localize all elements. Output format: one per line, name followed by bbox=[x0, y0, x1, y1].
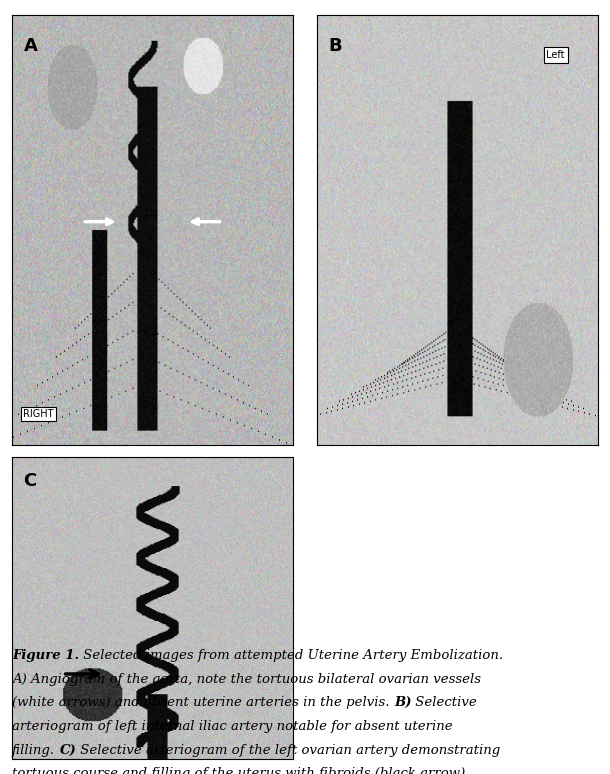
Text: (white arrows) and absent uterine arteries in the pelvis.: (white arrows) and absent uterine arteri… bbox=[12, 697, 394, 709]
Text: tortuous course and filling of the uterus with fibroids (black arrow).: tortuous course and filling of the uteru… bbox=[12, 767, 470, 774]
Text: arteriogram of left internal iliac artery notable for absent uterine: arteriogram of left internal iliac arter… bbox=[12, 720, 453, 733]
Text: A) Angiogram of the aorta, note the tortuous bilateral ovarian vessels: A) Angiogram of the aorta, note the tort… bbox=[12, 673, 481, 686]
Text: filling.: filling. bbox=[12, 744, 60, 757]
Text: Left: Left bbox=[547, 50, 565, 60]
Text: A: A bbox=[23, 37, 37, 55]
Text: C: C bbox=[23, 471, 37, 490]
Text: RIGHT: RIGHT bbox=[23, 409, 54, 420]
Text: C): C) bbox=[60, 744, 76, 757]
Text: Figure 1.: Figure 1. bbox=[12, 649, 79, 662]
Text: Selective: Selective bbox=[412, 697, 477, 709]
Text: B): B) bbox=[394, 697, 412, 709]
Text: B: B bbox=[328, 37, 342, 55]
Text: Selected images from attempted Uterine Artery Embolization.: Selected images from attempted Uterine A… bbox=[79, 649, 503, 662]
Text: Selective arteriogram of the left ovarian artery demonstrating: Selective arteriogram of the left ovaria… bbox=[76, 744, 501, 757]
